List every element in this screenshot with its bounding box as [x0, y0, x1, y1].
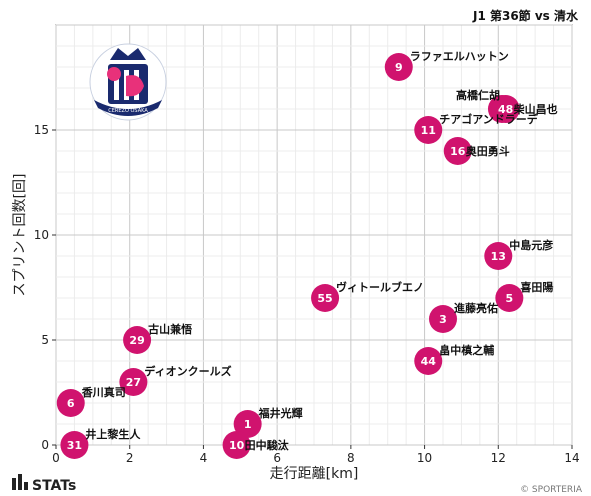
point-label: 古山兼悟 — [148, 322, 192, 336]
point-marker — [56, 389, 85, 417]
point-marker — [414, 116, 443, 144]
point-number: 9 — [395, 61, 403, 74]
point-marker — [443, 137, 472, 165]
data-point: 11 — [414, 116, 443, 144]
data-point: 6 — [56, 389, 85, 417]
data-point: 31 — [60, 431, 89, 459]
y-axis-label: スプリント回数[回] — [12, 174, 28, 297]
y-tick-label: 10 — [34, 228, 49, 242]
point-label: 香川真司 — [81, 385, 126, 399]
point-label: 高橋仁胡 — [456, 88, 500, 102]
point-number: 16 — [450, 145, 466, 158]
data-point: 55 — [311, 284, 340, 312]
point-label: ヴィトールブエノ — [336, 280, 424, 294]
point-number: 3 — [439, 313, 447, 326]
stats-brand-logo: STATs — [12, 474, 76, 494]
data-point: 48 — [491, 95, 520, 123]
y-tick-label: 15 — [34, 123, 49, 137]
point-marker — [484, 242, 513, 270]
y-tick-label: 0 — [41, 438, 49, 452]
point-label: 井上黎生人 — [85, 427, 141, 441]
point-number: 29 — [129, 334, 144, 347]
x-tick-label: 14 — [564, 451, 579, 465]
x-tick-label: 8 — [347, 451, 355, 465]
point-label: 福井光輝 — [258, 406, 303, 420]
point-marker — [60, 431, 89, 459]
point-label: 柴山昌也 — [513, 102, 558, 116]
point-label: 田中駿汰 — [245, 438, 290, 452]
point-label: 喜田陽 — [520, 280, 553, 294]
x-tick-label: 6 — [273, 451, 281, 465]
club-crest-logo: CEREZO OSAKA — [89, 43, 167, 121]
point-number: 6 — [67, 397, 75, 410]
point-label: ラファエルハットン — [410, 50, 509, 63]
x-tick-label: 2 — [126, 451, 134, 465]
point-number: 31 — [67, 439, 82, 452]
point-number: 55 — [317, 292, 332, 305]
point-marker — [495, 284, 524, 312]
point-number: 44 — [421, 355, 437, 368]
chart-title: J1 第36節 vs 清水 — [472, 8, 579, 23]
point-marker — [123, 326, 152, 354]
data-point: 44 — [414, 347, 443, 375]
point-marker — [414, 347, 443, 375]
point-number: 5 — [506, 292, 514, 305]
brand-text: STATs — [32, 478, 76, 494]
x-tick-label: 0 — [52, 451, 60, 465]
x-tick-label: 10 — [417, 451, 432, 465]
point-marker — [429, 305, 457, 333]
point-marker — [119, 368, 148, 396]
point-marker — [491, 95, 520, 123]
data-point: 3 — [429, 305, 457, 333]
data-point: 13 — [484, 242, 513, 270]
point-number: 1 — [244, 418, 252, 431]
y-tick-label: 5 — [41, 333, 49, 347]
point-number: 48 — [498, 103, 513, 116]
point-marker — [233, 410, 262, 438]
point-marker — [384, 53, 413, 81]
data-point: 1 — [233, 410, 262, 438]
credit-text: © SPORTERIA — [520, 485, 583, 495]
data-point: 5 — [495, 284, 524, 312]
point-number: 13 — [491, 250, 506, 263]
point-label: ディオンクールズ — [144, 364, 231, 378]
point-label: 奥田勇斗 — [465, 144, 510, 158]
data-point: 10 — [222, 431, 251, 459]
point-number: 27 — [126, 376, 141, 389]
point-marker — [311, 284, 340, 312]
point-number: 10 — [229, 439, 245, 452]
x-tick-label: 12 — [491, 451, 506, 465]
point-marker — [222, 431, 251, 459]
svg-text:CEREZO OSAKA: CEREZO OSAKA — [108, 108, 148, 114]
data-point: 29 — [123, 326, 152, 354]
point-label: 中島元彦 — [509, 238, 553, 252]
point-label: チアゴアンドラーデ — [439, 112, 539, 126]
x-axis-label: 走行距離[km] — [270, 465, 359, 482]
point-label: 畠中槙之輔 — [439, 343, 494, 357]
point-label: 進藤亮佑 — [454, 301, 498, 315]
data-points: 922481116135553294427613110ラファエルハットン高橋仁胡… — [56, 50, 558, 459]
point-number: 11 — [421, 124, 436, 137]
x-tick-label: 4 — [200, 451, 208, 465]
data-point: 16 — [443, 137, 472, 165]
data-point: 27 — [119, 368, 148, 396]
data-point: 9 — [384, 53, 413, 81]
